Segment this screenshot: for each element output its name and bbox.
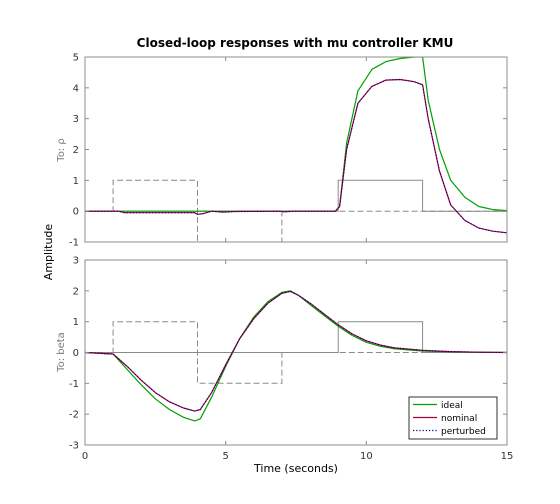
y-tick-label-0: -1: [69, 238, 79, 249]
top-panel: -1 0 1 2 3 4 5: [69, 53, 508, 249]
y-tick-label-0: 2: [73, 145, 79, 156]
y-tick-label-1: 1: [73, 317, 79, 328]
y-tick-label-1: 2: [73, 286, 79, 297]
y-tick-label-1: -1: [69, 379, 79, 390]
x-tick-label: 10: [360, 451, 373, 462]
legend: ideal nominal perturbed: [408, 396, 498, 440]
x-tick-label: 5: [222, 451, 228, 462]
y-tick-label-1: 0: [73, 348, 79, 359]
y-tick-label-1: -2: [69, 410, 79, 421]
x-tick-label: 0: [82, 451, 88, 462]
y-tick-label-0: 1: [73, 176, 79, 187]
series-line-ideal-1: [85, 290, 507, 422]
x-axis-label: Time (seconds): [253, 462, 338, 475]
legend-label-ideal: ideal: [441, 401, 463, 411]
reference-solid-line-1: [85, 321, 507, 353]
series-line-perturbed-0: [85, 78, 507, 234]
y-axis-label: Amplitude: [42, 224, 55, 281]
y-tick-label-0: 4: [73, 83, 79, 94]
bottom-panel-output-label: To: beta: [56, 332, 67, 373]
x-tick-label: 15: [501, 451, 514, 462]
y-tick-label-1: 3: [73, 256, 79, 267]
plot-area-0: [85, 57, 507, 242]
reference-dashed-line-0: [85, 179, 507, 242]
plot-content-0: [85, 57, 507, 242]
top-panel-output-label: To: ρ: [56, 138, 67, 162]
y-tick-label-0: 3: [73, 114, 79, 125]
y-tick-label-1: -3: [69, 441, 79, 452]
y-tick-label-0: 0: [73, 207, 79, 218]
y-tick-label-0: 5: [73, 53, 79, 64]
plot-content-1: [85, 290, 507, 422]
legend-label-nominal: nominal: [441, 414, 477, 424]
reference-dashed-line-1: [85, 321, 507, 384]
chart-title: Closed-loop responses with mu controller…: [137, 36, 454, 50]
series-line-perturbed-1: [85, 290, 507, 412]
legend-label-perturbed: perturbed: [441, 427, 486, 437]
